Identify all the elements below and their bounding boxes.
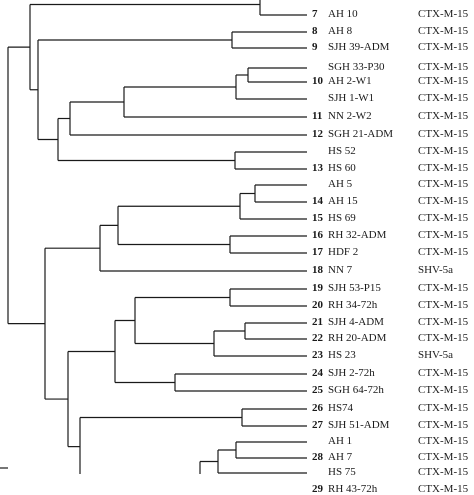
leaf-gene-label: SHV-5a: [418, 264, 454, 276]
leaf-number: 25: [312, 384, 323, 396]
leaf-strain-label: HS 52: [328, 145, 356, 157]
leaf-number: 13: [312, 162, 323, 174]
leaf-strain-label: SGH 21-ADM: [328, 128, 394, 140]
leaf-number: 8: [312, 25, 318, 37]
leaf-gene-label: CTX-M-15: [418, 25, 469, 37]
leaf-gene-label: CTX-M-15: [418, 8, 469, 20]
leaf-strain-label: SJH 1-W1: [328, 92, 375, 104]
leaf-gene-label: CTX-M-15: [418, 128, 469, 140]
leaf-strain-label: SJH 4-ADM: [328, 316, 384, 328]
leaf-gene-label: CTX-M-15: [418, 229, 469, 241]
leaf-number: 22: [312, 332, 323, 344]
leaf-gene-label: CTX-M-15: [418, 41, 469, 53]
leaf-number: 21: [312, 316, 323, 328]
leaf-number: 14: [312, 195, 323, 207]
leaf-gene-label: CTX-M-15: [418, 384, 469, 396]
leaf-strain-label: SJH 51-ADM: [328, 419, 390, 431]
leaf-strain-label: SJH 2-72h: [328, 367, 375, 379]
leaf-strain-label: SGH 33-P30: [328, 61, 385, 73]
leaf-number: 7: [312, 8, 318, 20]
leaf-strain-label: AH 5: [328, 178, 353, 190]
leaf-strain-label: AH 1: [328, 435, 353, 447]
leaf-strain-label: NN 2-W2: [328, 110, 372, 122]
leaf-number: 15: [312, 212, 323, 224]
leaf-strain-label: SJH 39-ADM: [328, 41, 390, 53]
leaf-number: 11: [312, 110, 323, 122]
leaf-gene-label: CTX-M-15: [418, 435, 469, 447]
leaf-gene-label: CTX-M-15: [418, 75, 469, 87]
leaf-strain-label: RH 20-ADM: [328, 332, 387, 344]
leaf-strain-label: SJH 53-P15: [328, 282, 381, 294]
leaf-gene-label: CTX-M-15: [418, 110, 469, 122]
dendrogram-tree: [0, 0, 307, 474]
leaf-strain-label: AH 2-W1: [328, 75, 372, 87]
leaf-number: 17: [312, 246, 323, 258]
leaf-strain-label: HS 23: [328, 349, 356, 361]
leaf-gene-label: CTX-M-15: [418, 282, 469, 294]
leaf-strain-label: HS74: [328, 402, 354, 414]
leaf-number: 10: [312, 75, 323, 87]
leaf-gene-label: CTX-M-15: [418, 162, 469, 174]
leaf-number: 26: [312, 402, 323, 414]
leaf-gene-label: CTX-M-15: [418, 316, 469, 328]
leaf-number: 27: [312, 419, 323, 431]
leaf-gene-label: CTX-M-15: [418, 246, 469, 258]
leaf-gene-label: CTX-M-15: [418, 466, 469, 478]
leaf-strain-label: SGH 64-72h: [328, 384, 384, 396]
leaf-strain-label: AH 7: [328, 451, 353, 463]
leaf-strain-label: HS 69: [328, 212, 356, 224]
leaf-gene-label: CTX-M-15: [418, 367, 469, 379]
leaf-strain-label: RH 32-ADM: [328, 229, 387, 241]
leaf-strain-label: NN 7: [328, 264, 353, 276]
leaf-gene-label: CTX-M-15: [418, 402, 469, 414]
leaf-strain-label: RH 43-72h: [328, 483, 378, 495]
leaf-gene-label: CTX-M-15: [418, 419, 469, 431]
leaf-gene-label: CTX-M-15: [418, 178, 469, 190]
leaf-gene-label: CTX-M-15: [418, 332, 469, 344]
leaf-gene-label: CTX-M-15: [418, 299, 469, 311]
leaf-number: 16: [312, 229, 323, 241]
leaf-number: 29: [312, 483, 323, 495]
leaf-gene-label: CTX-M-15: [418, 451, 469, 463]
leaf-strain-label: AH 15: [328, 195, 358, 207]
leaf-strain-label: HS 60: [328, 162, 356, 174]
leaf-number: 12: [312, 128, 323, 140]
leaf-gene-label: CTX-M-15: [418, 92, 469, 104]
leaf-number: 23: [312, 349, 323, 361]
leaf-number: 24: [312, 367, 323, 379]
leaf-gene-label: CTX-M-15: [418, 145, 469, 157]
leaf-number: 28: [312, 451, 323, 463]
leaf-gene-label: CTX-M-15: [418, 61, 469, 73]
leaf-strain-label: RH 34-72h: [328, 299, 378, 311]
leaf-gene-label: SHV-5a: [418, 349, 454, 361]
leaf-number: 19: [312, 282, 323, 294]
leaf-gene-label: CTX-M-15: [418, 212, 469, 224]
leaf-strain-label: HS 75: [328, 466, 356, 478]
leaf-number: 9: [312, 41, 318, 53]
leaf-number: 18: [312, 264, 323, 276]
leaf-gene-label: CTX-M-15: [418, 195, 469, 207]
leaf-strain-label: AH 10: [328, 8, 358, 20]
leaf-number: 20: [312, 299, 323, 311]
leaf-gene-label: CTX-M-15: [418, 483, 469, 495]
leaf-strain-label: AH 8: [328, 25, 353, 37]
leaf-strain-label: HDF 2: [328, 246, 359, 258]
